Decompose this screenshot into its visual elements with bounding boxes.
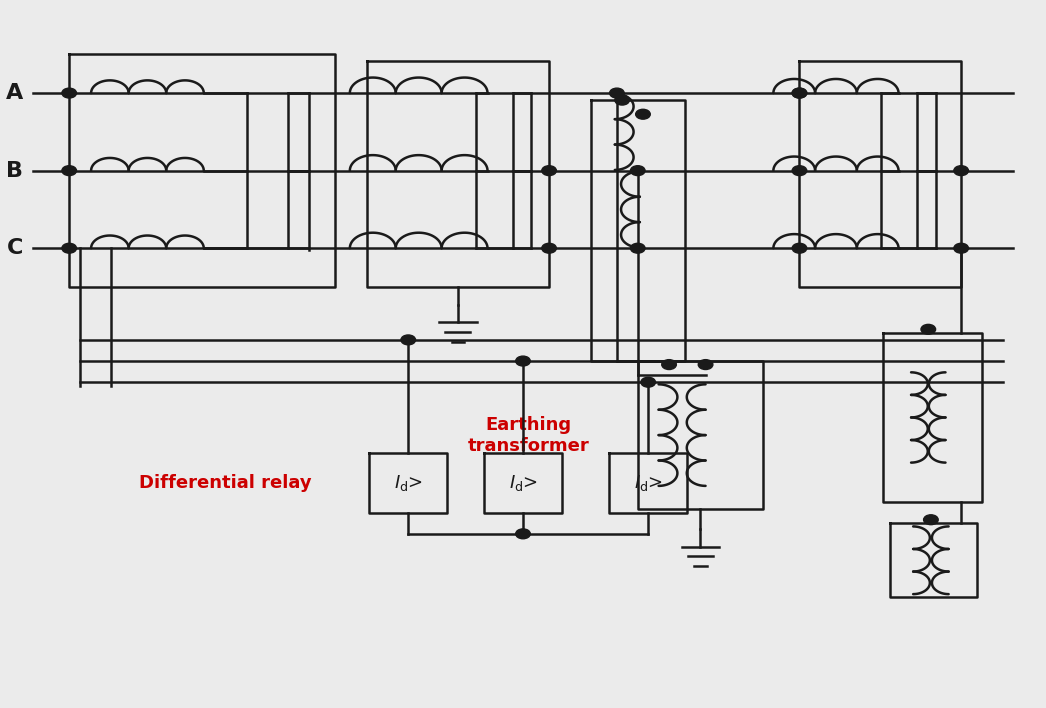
Circle shape <box>610 88 624 98</box>
Text: Earthing
transformer: Earthing transformer <box>468 416 589 455</box>
Circle shape <box>641 377 656 387</box>
Text: $\mathit{I}_\mathrm{d}$>: $\mathit{I}_\mathrm{d}$> <box>393 473 423 493</box>
Circle shape <box>792 88 806 98</box>
Circle shape <box>636 109 651 119</box>
Circle shape <box>924 515 938 525</box>
Text: C: C <box>6 238 23 258</box>
Circle shape <box>615 95 630 105</box>
Circle shape <box>516 529 530 539</box>
Circle shape <box>62 244 76 253</box>
Circle shape <box>401 335 415 345</box>
Circle shape <box>662 360 677 370</box>
Circle shape <box>516 356 530 366</box>
Circle shape <box>699 360 713 370</box>
Text: $\mathit{I}_\mathrm{d}$>: $\mathit{I}_\mathrm{d}$> <box>634 473 663 493</box>
Text: B: B <box>6 161 23 181</box>
Circle shape <box>542 244 556 253</box>
Circle shape <box>792 88 806 98</box>
Circle shape <box>792 166 806 176</box>
Circle shape <box>62 166 76 176</box>
Circle shape <box>954 166 969 176</box>
Text: Differential relay: Differential relay <box>139 474 312 491</box>
Circle shape <box>920 324 935 334</box>
Text: A: A <box>6 83 24 103</box>
Circle shape <box>954 244 969 253</box>
Circle shape <box>631 244 645 253</box>
Circle shape <box>792 244 806 253</box>
Text: $\mathit{I}_\mathrm{d}$>: $\mathit{I}_\mathrm{d}$> <box>508 473 538 493</box>
Circle shape <box>542 166 556 176</box>
Circle shape <box>62 88 76 98</box>
Circle shape <box>631 166 645 176</box>
